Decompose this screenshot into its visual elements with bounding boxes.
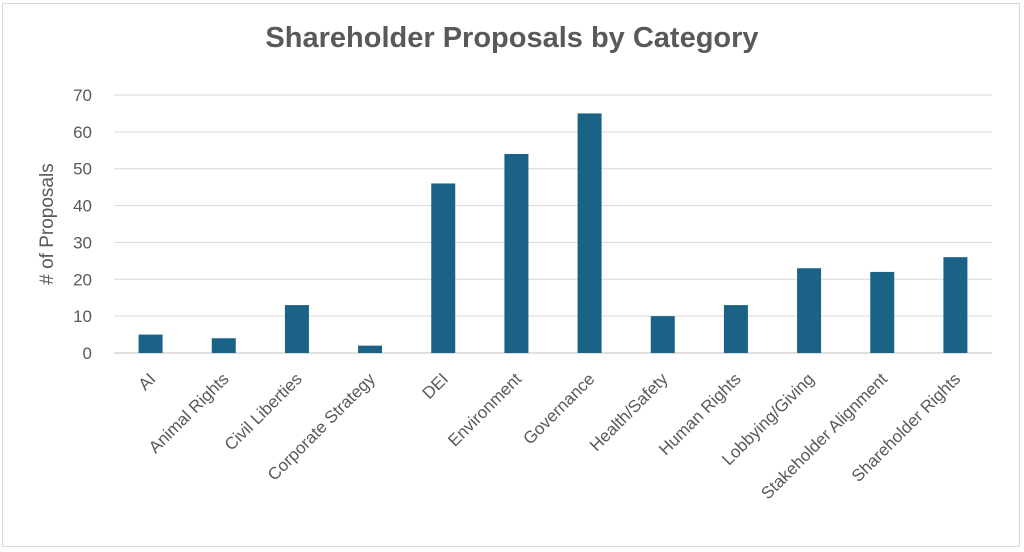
bar-health-safety (650, 316, 675, 353)
y-tick-label-0: 0 (83, 344, 92, 363)
y-tick-label-70: 70 (73, 86, 92, 105)
bar-animal-rights (211, 338, 236, 353)
x-tick-label-governance: Governance (519, 369, 598, 448)
x-tick-label-dei: DEI (419, 369, 452, 402)
bar-dei (431, 183, 456, 353)
y-axis-label: # of Proposals (37, 163, 58, 284)
y-tick-label-10: 10 (73, 307, 92, 326)
gridlines (114, 94, 992, 354)
x-tick-label-ai: AI (135, 369, 160, 394)
x-tick-label-stakeholder-alignment: Stakeholder Alignment (757, 369, 891, 503)
y-tick-label-30: 30 (73, 233, 92, 252)
bar-governance (577, 113, 602, 353)
bar-lobbying-giving (797, 268, 822, 353)
y-axis-ticks: 0 10 20 30 40 50 60 70 (73, 86, 92, 363)
bar-ai (138, 334, 163, 353)
bar-civil-liberties (284, 305, 309, 353)
y-tick-label-60: 60 (73, 123, 92, 142)
y-tick-label-40: 40 (73, 197, 92, 216)
bar-environment (504, 153, 529, 353)
y-tick-label-20: 20 (73, 270, 92, 289)
x-tick-label-environment: Environment (444, 369, 525, 450)
y-tick-label-50: 50 (73, 160, 92, 179)
bar-human-rights (723, 305, 748, 353)
bar-corporate-strategy (358, 345, 383, 353)
bars (138, 113, 968, 353)
bar-shareholder-rights (943, 257, 968, 353)
bar-stakeholder-alignment (870, 271, 895, 353)
chart-title: Shareholder Proposals by Category (265, 22, 759, 54)
